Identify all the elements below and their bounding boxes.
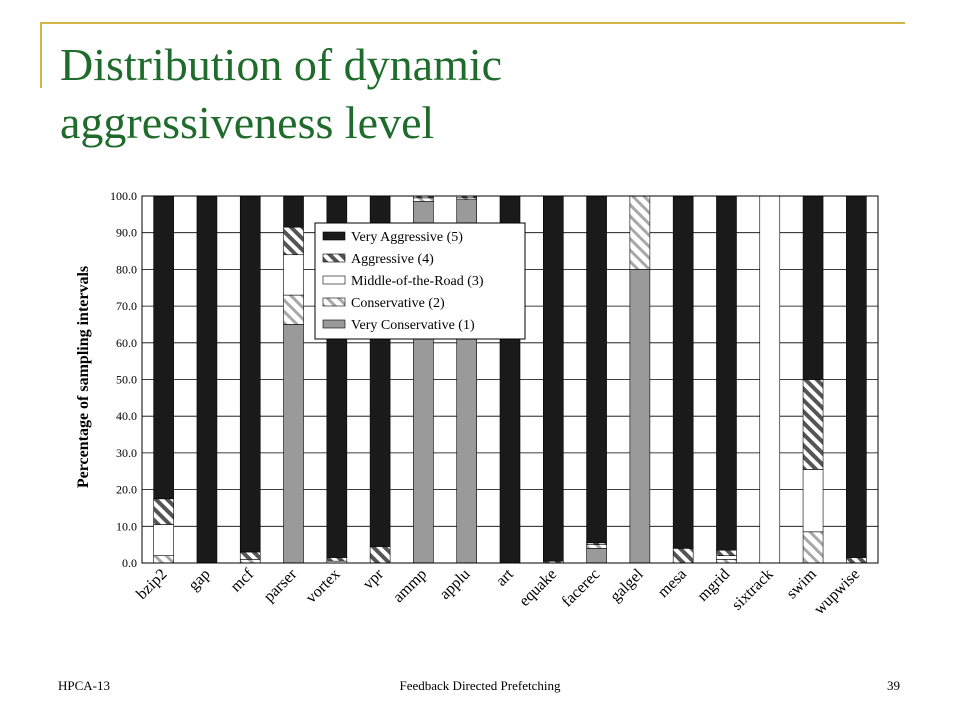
plot-frame: [141, 195, 879, 564]
legend-entry: Conservative (2): [351, 296, 445, 311]
y-tick-label: 80.0: [116, 262, 137, 276]
bars: [153, 195, 867, 564]
y-tick-label: 60.0: [116, 336, 137, 350]
legend-box: [314, 222, 526, 340]
footer-left: HPCA-13: [58, 678, 111, 693]
legend-swatch: [322, 231, 346, 241]
bar-segment-sixtrack-3: [759, 195, 781, 564]
x-tick-label-galgel: galgel: [607, 565, 647, 605]
bar-segment-facerec-1: [586, 548, 607, 564]
legend-swatch: [322, 319, 346, 329]
x-tick-label-ammp: ammp: [390, 566, 430, 606]
bar-segment-bzip2-3: [153, 524, 174, 556]
legend-entry: Middle-of-the-Road (3): [351, 274, 484, 289]
bar-segment-swim-4: [802, 379, 824, 470]
x-tick-label-parser: parser: [261, 565, 301, 605]
bar-segment-mcf-2: [239, 559, 261, 564]
y-tick-label: 10.0: [116, 519, 137, 533]
x-tick-label-applu: applu: [436, 566, 473, 603]
bar-segment-bzip2-4: [153, 498, 174, 525]
bar-segment-parser-3: [283, 254, 304, 296]
legend-entry: Very Conservative (1): [351, 318, 475, 333]
bar-segment-mgrid-3: [716, 555, 737, 560]
bar-segment-parser-5: [283, 195, 304, 228]
x-tick-label-mesa: mesa: [655, 566, 690, 601]
bar-segment-wupwise-5: [846, 195, 867, 558]
slide-title: Distribution of dynamic aggressiveness l…: [60, 39, 503, 148]
legend-swatch: [322, 275, 346, 285]
bar-segment-vortex-4: [326, 557, 348, 562]
y-tick-label: 90.0: [116, 226, 137, 240]
x-tick-label-bzip2: bzip2: [133, 566, 170, 603]
legend-swatch: [322, 297, 346, 307]
x-tick-label-wupwise: wupwise: [811, 566, 863, 618]
bar-segment-parser-1: [283, 324, 304, 564]
x-tick-label-mcf: mcf: [227, 565, 257, 595]
y-tick-label: 30.0: [116, 446, 137, 460]
accent-line-vertical: [40, 22, 42, 88]
bar-segment-gap-5: [196, 195, 218, 564]
y-tick-label: 20.0: [116, 483, 137, 497]
footer-center: Feedback Directed Prefetching: [399, 678, 561, 693]
legend-entry: Aggressive (4): [351, 252, 434, 267]
x-tick-label-vpr: vpr: [360, 565, 388, 593]
x-tick-label-art: art: [493, 565, 517, 589]
bar-segment-swim-2: [802, 531, 824, 564]
y-tick-label: 100.0: [110, 189, 137, 203]
bar-segment-ammp-2: [413, 197, 434, 202]
x-tick-label-facerec: facerec: [559, 566, 604, 611]
y-tick-label: 70.0: [116, 299, 137, 313]
bar-segment-wupwise-4: [846, 557, 867, 564]
bar-segment-galgel-2: [629, 195, 651, 270]
y-axis-label: Percentage of sampling intervals: [75, 266, 92, 488]
bar-segment-facerec-5: [586, 195, 607, 544]
accent-line-horizontal: [40, 22, 905, 24]
bar-segment-mesa-4: [672, 548, 694, 564]
bar-segment-swim-3: [802, 469, 824, 533]
legend: Very Aggressive (5) Aggressive (4) Middle-…: [314, 222, 526, 340]
bar-segment-galgel-1: [629, 269, 651, 564]
page-number: 39: [887, 678, 900, 693]
bar-segment-mgrid-4: [716, 549, 737, 556]
bar-segment-vpr-4: [369, 546, 391, 564]
y-tick-label: 40.0: [116, 409, 137, 423]
bar-segment-mcf-4: [239, 551, 261, 560]
bar-segment-bzip2-2: [153, 555, 174, 564]
x-tick-label-mgrid: mgrid: [694, 566, 733, 605]
x-tick-label-equake: equake: [516, 566, 560, 610]
bar-segment-mgrid-2: [716, 559, 737, 564]
y-tick-label: 0.0: [122, 556, 137, 570]
legend-entry: Very Aggressive (5): [351, 230, 463, 245]
bar-segment-mcf-5: [239, 195, 261, 553]
legend-swatch: [322, 253, 346, 263]
stacked-bar-chart: 0.0 10.0 20.0 30.0 40.0 50.0 60.0 70.0 80.0 90.0 1…: [75, 189, 879, 618]
x-tick-label-sixtrack: sixtrack: [729, 566, 777, 614]
x-tick-label-swim: swim: [783, 565, 820, 602]
axes: [141, 195, 879, 564]
y-tick-labels: 0.0 10.0 20.0 30.0 40.0 50.0 60.0 70.0 80.0 90.0 1…: [110, 189, 137, 570]
x-tick-labels: bzip2 gap mcf parser vortex vpr ammp applu art eq…: [133, 565, 863, 618]
bar-segment-facerec-2: [586, 544, 607, 549]
bar-segment-parser-4: [283, 226, 304, 256]
bar-segment-equake-5: [542, 195, 564, 562]
bar-segment-mesa-5: [672, 195, 694, 549]
x-tick-label-gap: gap: [185, 566, 213, 594]
bar-segment-mgrid-5: [716, 195, 737, 551]
bar-segment-bzip2-5: [153, 195, 174, 500]
bar-segment-parser-2: [283, 294, 304, 325]
y-tick-label: 50.0: [116, 373, 137, 387]
x-tick-label-vortex: vortex: [303, 566, 344, 607]
chart-container: 0.0 10.0 20.0 30.0 40.0 50.0 60.0 70.0 80.0 90.0 1…: [60, 180, 900, 620]
bar-segment-swim-5: [802, 195, 824, 380]
